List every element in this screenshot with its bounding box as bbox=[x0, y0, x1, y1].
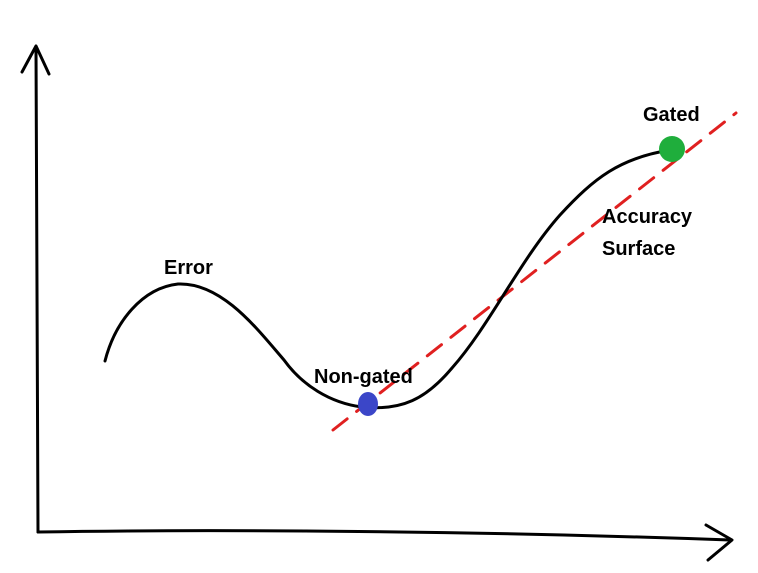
x-axis bbox=[36, 529, 732, 542]
accuracy-surface-dashed-line bbox=[331, 111, 738, 432]
x-axis-arrow-head bbox=[704, 523, 734, 562]
axes bbox=[20, 44, 734, 562]
accuracy-surface-label-line1: Accuracy bbox=[602, 206, 693, 228]
non-gated-point bbox=[358, 392, 378, 416]
y-axis-arrow-head bbox=[20, 44, 51, 76]
accuracy-surface-label-line2: Surface bbox=[602, 238, 675, 260]
gated-point bbox=[659, 136, 685, 162]
error-label: Error bbox=[164, 257, 213, 279]
gated-label: Gated bbox=[643, 104, 700, 126]
non-gated-label: Non-gated bbox=[314, 366, 413, 388]
y-axis bbox=[34, 46, 40, 534]
